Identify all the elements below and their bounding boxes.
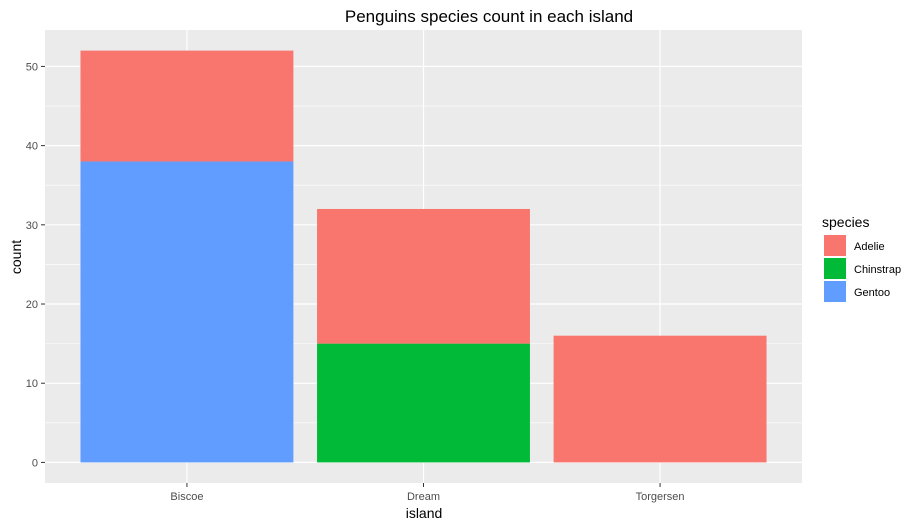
legend-items: Adelie Chinstrap Gentoo [824, 235, 901, 302]
x-tick-label: Biscoe [170, 491, 203, 503]
bars [80, 50, 767, 463]
legend-label-adelie: Adelie [854, 241, 885, 253]
y-tick-label: 40 [26, 141, 38, 153]
legend-label-gentoo: Gentoo [854, 287, 890, 299]
y-tick-label: 50 [26, 61, 38, 73]
bar-dream-adelie [317, 208, 530, 344]
bar-biscoe-adelie [80, 50, 294, 162]
y-axis-ticks: 0 10 20 30 40 50 [26, 61, 45, 469]
x-tick-label: Dream [407, 491, 440, 503]
legend-key-gentoo [824, 281, 846, 302]
legend: species Adelie Chinstrap Gentoo [822, 214, 901, 302]
bar-torgersen-adelie [553, 335, 767, 463]
legend-key-adelie [824, 235, 846, 256]
y-axis-title: count [8, 240, 24, 274]
y-tick-label: 20 [26, 299, 38, 311]
chart-title: Penguins species count in each island [345, 7, 633, 26]
y-tick-label: 30 [26, 220, 38, 232]
legend-label-chinstrap: Chinstrap [854, 264, 901, 276]
y-tick-label: 10 [26, 378, 38, 390]
x-axis-ticks: Biscoe Dream Torgersen [170, 483, 685, 503]
bar-biscoe-gentoo [80, 161, 294, 463]
y-tick-label: 0 [32, 457, 38, 469]
legend-title: species [822, 214, 869, 230]
x-axis-title: island [406, 505, 443, 521]
legend-key-chinstrap [824, 258, 846, 279]
x-tick-label: Torgersen [636, 491, 685, 503]
bar-dream-chinstrap [317, 343, 530, 463]
